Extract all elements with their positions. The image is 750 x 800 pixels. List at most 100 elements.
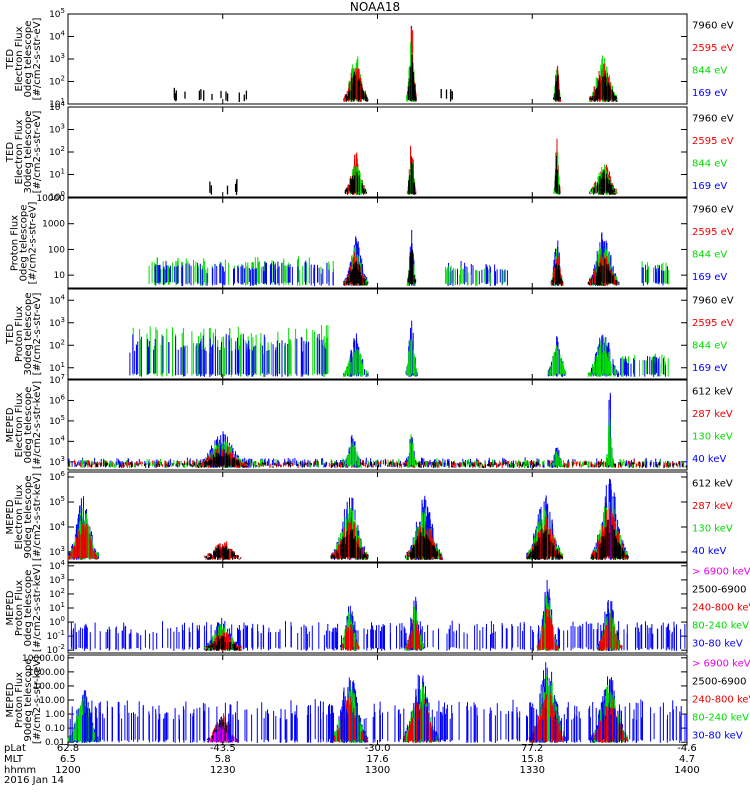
panel-1-legend-item: 169 eV: [692, 88, 727, 99]
panel-1-ytick-label: 101: [49, 97, 65, 110]
panel-6-ytick-label: 105: [49, 495, 65, 508]
panel-5-ylabel-line: Electron Flux: [14, 392, 25, 457]
panel-6-ytick-label: 103: [49, 545, 65, 558]
panel-6-ylabel-line: 90deg telescope: [23, 475, 34, 558]
panel-1-ytick-label: 102: [49, 75, 65, 88]
panel-3-legend-item: 2595 eV: [692, 227, 734, 238]
panel-7-ytick-label: 10-2: [47, 643, 65, 656]
panel-2-ytick-label: 100: [49, 190, 65, 203]
panel-2-ylabel-line: TED: [5, 142, 16, 163]
panel-4-ylabel-line: 30deg telescope: [23, 292, 34, 375]
panel-2-legend-item: 7960 eV: [692, 114, 734, 125]
panel-3-ytick-label: 1000: [42, 220, 65, 230]
panel-5-legend-item: 40 keV: [692, 454, 726, 465]
panel-7-legend-item: > 6900 keV: [692, 567, 750, 578]
panel-3-legend-item: 7960 eV: [692, 205, 734, 216]
panel-7-legend-item: 2500-6900: [692, 585, 747, 596]
panel-5-ylabel-line: MEPED: [5, 407, 16, 442]
panel-7-ylabel-line: Proton Flux: [14, 580, 25, 636]
panel-6-legend-item: 612 keV: [692, 479, 733, 490]
panel-2-legend-item: 2595 eV: [692, 136, 734, 147]
panel-7-legend-item: 30-80 keV: [692, 639, 743, 650]
panel-5-frame: [67, 379, 688, 471]
panel-4-ylabel-line: Proton Flux: [14, 306, 25, 362]
panel-7-ytick-label: 100: [49, 615, 65, 628]
panel-3-ylabel-line: Proton Flux: [10, 215, 21, 271]
panel-7-ylabel-line: [#/cm2-s-str-keV]: [32, 564, 43, 652]
panel-1-ylabel-line: [#/cm2-s-str-eV]: [32, 18, 43, 101]
panel-7-ytick-label: 10-1: [47, 629, 65, 642]
panel-5-ytick-label: 105: [49, 414, 65, 427]
panel-3-series: [148, 229, 670, 286]
panel-2-ytick-label: 104: [49, 100, 65, 113]
panel-1-ylabel-line: 0deg telescope: [23, 21, 34, 98]
panel-3-ytick-label: 100: [48, 245, 65, 255]
panel-2-legend-item: 169 eV: [692, 181, 727, 192]
panel-7-series: [67, 579, 686, 651]
panel-4-ytick-label: 103: [49, 316, 65, 329]
panel-4-legend-item: 169 eV: [692, 363, 727, 374]
panel-4-ytick-label: 104: [49, 293, 65, 306]
panel-2-ytick-label: 103: [49, 123, 65, 136]
panel-4-ytick-label: 101: [49, 361, 65, 374]
panel-7-ytick-label: 102: [49, 587, 65, 600]
panel-4-series: [129, 320, 669, 377]
panel-3-legend-item: 169 eV: [692, 272, 727, 283]
panel-4-legend-item: 7960 eV: [692, 296, 734, 307]
panel-4-legend-item: 2595 eV: [692, 318, 734, 329]
panel-6-legend-item: 130 keV: [692, 524, 733, 535]
panel-2-series: [209, 138, 618, 195]
panel-4-ylabel-line: TED: [5, 324, 16, 345]
panel-1-ytick-label: 103: [49, 52, 65, 65]
panel-2-ytick-label: 101: [49, 168, 65, 181]
panel-7-legend-item: 80-240 keV: [692, 621, 749, 632]
panel-4-ytick-label: 102: [49, 338, 65, 351]
panel-6-ytick-label: 104: [49, 520, 65, 533]
panel-1-legend-item: 2595 eV: [692, 43, 734, 54]
panel-5-ylabel-line: [#/cm2-s-str-keV]: [32, 381, 43, 469]
panel-5-ytick-label: 103: [49, 455, 65, 468]
panel-4-ylabel-line: [#/cm2-s-str-eV]: [32, 293, 43, 376]
panel-2-ytick-label: 102: [49, 145, 65, 158]
panel-3-ylabel-line: [#/cm2-s-str-eV]: [28, 202, 39, 285]
panel-5-legend-item: 130 keV: [692, 432, 733, 443]
panel-6-legend-item: 287 keV: [692, 501, 733, 512]
panel-5-legend-item: 612 keV: [692, 387, 733, 398]
panel-1-ylabel-line: Electron Flux: [14, 26, 25, 91]
panel-3-ylabel-line: 0deg telescope: [19, 205, 30, 282]
panel-6-ylabel-line: MEPED: [5, 499, 16, 534]
panel-5-legend-item: 287 keV: [692, 409, 733, 420]
panel-3-legend-item: 844 eV: [692, 250, 727, 261]
panel-3-ytick-label: 10000: [36, 194, 65, 204]
panel-1-series: [173, 25, 618, 102]
panel-7-legend-item: 240-800 keV: [692, 603, 750, 614]
panel-7-ytick-label: 104: [49, 559, 65, 572]
panel-2-legend-item: 844 eV: [692, 159, 727, 170]
chart-title: NOAA18: [349, 0, 401, 14]
panel-7-ylabel-line: MEPED: [5, 590, 16, 625]
panel-5-series: [67, 392, 688, 468]
panel-6-ytick-label: 106: [49, 470, 65, 483]
panel-1-ytick-label: 104: [49, 30, 65, 43]
panel-1-ylabel-line: TED: [5, 49, 16, 70]
panel-2-ylabel-line: [#/cm2-s-str-eV]: [32, 111, 43, 194]
panel-1-legend-item: 7960 eV: [692, 21, 734, 32]
panel-3-ytick-label: 10: [54, 271, 66, 281]
panel-5-ytick-label: 107: [49, 373, 65, 386]
panel-6-ylabel-line: [#/cm2-s-str-keV]: [32, 473, 43, 561]
panel-2-ylabel-line: Electron Flux: [14, 119, 25, 184]
panel-2-ylabel-line: 30deg telescope: [23, 110, 34, 193]
panel-6-series: [67, 478, 629, 560]
panel-7-ylabel-line: 0deg telescope: [23, 570, 34, 647]
panel-5-ytick-label: 106: [49, 393, 65, 406]
panel-1-legend-item: 844 eV: [692, 66, 727, 77]
panel-5-ytick-label: 104: [49, 434, 65, 447]
panel-7-ytick-label: 101: [49, 601, 65, 614]
panel-1-ytick-label: 105: [49, 7, 65, 20]
panel-4-legend-item: 844 eV: [692, 341, 727, 352]
panel-5-ylabel-line: 0deg telescope: [23, 387, 34, 464]
panel-6-legend-item: 40 keV: [692, 546, 726, 557]
panel-7-ytick-label: 103: [49, 573, 65, 586]
panel-6-ylabel-line: Electron Flux: [14, 484, 25, 549]
